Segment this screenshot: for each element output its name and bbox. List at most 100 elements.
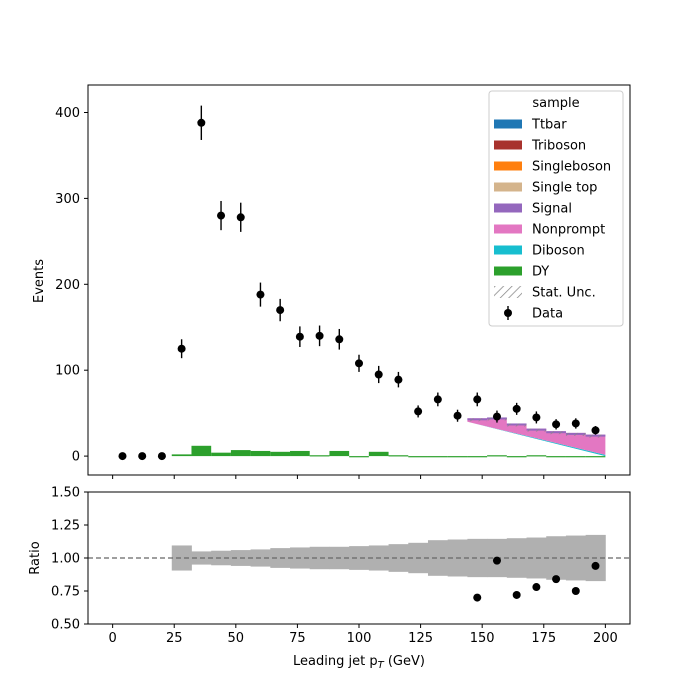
legend-swatch — [494, 224, 522, 234]
legend-label: Stat. Unc. — [532, 286, 596, 301]
legend-label: Signal — [532, 202, 572, 217]
ratio-x-tick-label: 150 — [470, 631, 495, 646]
data-point — [571, 419, 580, 428]
data-point — [217, 211, 226, 220]
ratio-point — [571, 587, 580, 595]
stat-unc-band — [565, 432, 586, 436]
legend-swatch — [494, 140, 522, 150]
ratio-unc-band — [388, 544, 409, 572]
dy-bin — [349, 456, 369, 458]
ratio-y-axis: 0.50 0.75 1.00 1.25 1.50 — [51, 486, 88, 633]
dy-bin — [427, 456, 448, 458]
dy-bin — [270, 451, 291, 457]
ratio-x-tick-label: 75 — [289, 631, 306, 646]
ratio-point — [512, 590, 521, 599]
data-point — [433, 395, 442, 404]
diboson-stack — [467, 421, 606, 457]
dy-bin — [329, 450, 350, 457]
dy-bin — [526, 455, 547, 457]
data-point — [512, 404, 521, 413]
ratio-point — [492, 556, 501, 565]
ratio-x-tick-label: 125 — [408, 631, 433, 646]
dy-bin — [565, 456, 586, 458]
data-point — [394, 375, 403, 384]
main-y-tick-label: 300 — [55, 192, 80, 207]
ratio-x-tick-label: 175 — [531, 631, 556, 646]
legend-label: Singleboson — [532, 160, 611, 175]
x-axis-label-main: Leading jet p — [293, 654, 378, 669]
legend-marker — [504, 309, 512, 317]
data-point — [315, 331, 324, 340]
legend-label: Triboson — [531, 139, 586, 154]
x-axis-label-unit: (GeV) — [384, 654, 425, 669]
data-point — [236, 213, 245, 222]
ratio-plot-area — [88, 534, 630, 602]
legend-swatch — [494, 119, 522, 129]
ratio-y-tick-label: 1.25 — [51, 519, 80, 534]
main-y-axis-label: Events — [32, 259, 47, 303]
data-point — [414, 407, 423, 416]
data-point — [157, 452, 166, 461]
ratio-point — [532, 583, 541, 592]
legend-entries: Ttbar Triboson Singleboson Single top Signal… — [494, 118, 611, 322]
main-panel: 0 100 200 300 400 Events sample Ttbar Triboso… — [32, 84, 631, 479]
ratio-x-tick-label: 50 — [228, 631, 245, 646]
legend-swatch — [494, 286, 522, 298]
x-axis-label: Leading jet pT (GeV) — [293, 654, 425, 671]
legend-label: Diboson — [532, 244, 585, 259]
ratio-unc-band — [467, 538, 488, 578]
data-point — [532, 413, 541, 422]
dy-bin — [487, 455, 507, 457]
ratio-y-tick-label: 1.50 — [51, 486, 80, 501]
data-point — [335, 335, 344, 344]
dy-bin — [467, 456, 488, 458]
main-plot-area — [118, 105, 606, 461]
data-point — [295, 332, 304, 341]
dy-bin — [506, 456, 527, 458]
stat-unc-band — [506, 423, 527, 427]
stat-unc-band — [467, 418, 488, 422]
data-point — [473, 395, 482, 404]
legend-swatch — [494, 161, 522, 171]
dy-bin — [585, 456, 606, 458]
data-point — [453, 411, 462, 420]
ratio-x-tick-label: 100 — [347, 631, 372, 646]
legend-swatch — [494, 245, 522, 255]
dy-bin — [191, 445, 212, 457]
data-point — [492, 412, 501, 421]
data-point — [591, 426, 600, 435]
legend-swatch — [494, 182, 522, 192]
ratio-y-tick-label: 1.00 — [51, 552, 80, 567]
ratio-unc-band — [211, 550, 232, 566]
data-point — [138, 452, 147, 461]
legend-label: Single top — [532, 181, 597, 196]
ratio-x-tick-label: 200 — [593, 631, 618, 646]
legend-swatch — [494, 266, 522, 276]
main-y-axis: 0 100 200 300 400 — [55, 106, 88, 465]
ratio-x-tick-label: 0 — [108, 631, 116, 646]
main-y-tick-label: 100 — [55, 364, 80, 379]
nonprompt-stack — [467, 417, 606, 455]
legend-swatch — [494, 203, 522, 213]
ratio-unc-band — [427, 540, 449, 576]
stat-unc-band — [526, 428, 547, 432]
ratio-panel: 0.50 0.75 1.00 1.25 1.50 0 25 50 75 100 125 150 175… — [28, 486, 631, 671]
data-point — [197, 118, 206, 127]
ratio-point — [473, 593, 482, 602]
main-x-axis-ticks — [112, 475, 606, 479]
ratio-y-tick-label: 0.50 — [51, 618, 80, 633]
dy-bin — [388, 455, 409, 457]
ratio-unc-band — [171, 545, 192, 571]
ratio-y-tick-label: 0.75 — [51, 585, 80, 600]
legend-label: Data — [532, 307, 563, 322]
stat-unc-band — [546, 431, 566, 435]
dy-bin — [309, 455, 330, 457]
ratio-y-axis-label: Ratio — [28, 541, 43, 574]
legend-label: Nonprompt — [532, 223, 605, 238]
ratio-point — [552, 575, 561, 584]
dy-bin — [250, 450, 271, 457]
x-axis-label-subscript: T — [378, 660, 385, 671]
data-point — [355, 359, 363, 368]
dy-bin — [368, 451, 389, 457]
